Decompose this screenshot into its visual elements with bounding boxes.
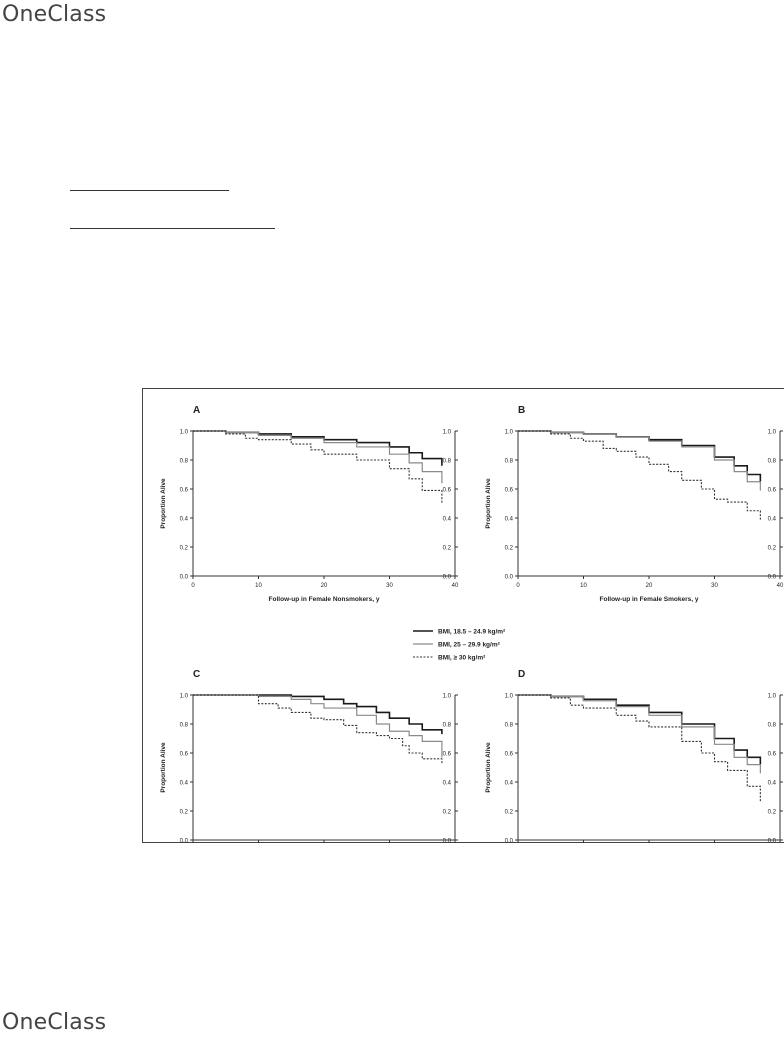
right-y-tick-label: 0.8 [768, 459, 777, 465]
x-tick-label: 30 [386, 583, 393, 589]
series-line-3 [518, 694, 761, 803]
right-y-tick-label: 1.0 [768, 430, 777, 436]
y-tick-label: 0.2 [180, 546, 189, 552]
series-line-2 [518, 694, 761, 774]
y-axis-label: Proportion Alive [485, 742, 492, 793]
oneclass-logo-bottom: OneClass [2, 1010, 107, 1035]
y-tick-label: 1.0 [505, 430, 514, 436]
series-line-3 [193, 694, 443, 764]
series-line-1 [518, 694, 762, 765]
panel-a: A 0.0 0.0 0.2 0.2 0.4 0.4 0.6 0.6 0.8 0.8 1.0 1.0 0 10… [160, 405, 459, 603]
right-y-tick-label: 0.0 [443, 575, 452, 581]
y-tick-label: 0.4 [505, 781, 514, 787]
right-y-tick-label: 1.0 [443, 430, 452, 436]
legend-label: BMI, 18.5 – 24.9 kg/m² [438, 629, 506, 636]
y-tick-label: 0.6 [505, 488, 514, 494]
y-axis-label: Proportion Alive [160, 742, 167, 793]
right-y-tick-label: 0.6 [768, 752, 777, 758]
x-axis-label: Follow-up in Female Nonsmokers, y [269, 596, 380, 603]
x-tick-label: 20 [321, 583, 328, 589]
y-tick-label: 0.6 [180, 752, 189, 758]
right-y-tick-label: 0.8 [768, 723, 777, 729]
right-y-tick-label: 0.4 [768, 781, 777, 787]
right-y-tick-label: 0.4 [443, 781, 452, 787]
legend-label: BMI, 25 – 29.9 kg/m² [438, 642, 501, 649]
panel-b: B 0.0 0.0 0.2 0.2 0.4 0.4 0.6 0.6 0.8 0.8 1.0 1.0 0 10… [485, 405, 784, 603]
series-line-2 [518, 430, 761, 491]
y-tick-label: 1.0 [180, 430, 189, 436]
y-tick-label: 0.0 [180, 575, 189, 581]
panel-letter: D [518, 669, 525, 680]
right-y-tick-label: 0.0 [768, 575, 777, 581]
x-tick-label: 0 [191, 583, 195, 589]
right-y-tick-label: 1.0 [768, 694, 777, 700]
y-tick-label: 0.2 [180, 810, 189, 816]
y-tick-label: 0.8 [505, 459, 514, 465]
x-tick-label: 10 [580, 583, 587, 589]
y-tick-label: 0.2 [505, 810, 514, 816]
y-tick-label: 0.8 [180, 459, 189, 465]
x-tick-label: 10 [255, 583, 262, 589]
legend: BMI, 18.5 – 24.9 kg/m² BMI, 25 – 29.9 kg/… [413, 629, 506, 662]
panel-letter: B [518, 405, 525, 416]
redacted-text-line-1 [70, 190, 229, 191]
y-tick-label: 0.0 [180, 839, 189, 845]
y-tick-label: 0.4 [505, 517, 514, 523]
y-tick-label: 0.6 [505, 752, 514, 758]
y-tick-label: 0.8 [505, 723, 514, 729]
y-tick-label: 1.0 [180, 694, 189, 700]
right-y-tick-label: 0.0 [768, 839, 777, 845]
y-tick-label: 0.0 [505, 575, 514, 581]
right-y-tick-label: 0.6 [443, 752, 452, 758]
right-y-tick-label: 0.4 [443, 517, 452, 523]
right-y-tick-label: 0.8 [443, 459, 452, 465]
y-tick-label: 0.4 [180, 517, 189, 523]
x-tick-label: 40 [777, 583, 784, 589]
right-y-tick-label: 0.2 [443, 810, 452, 816]
y-tick-label: 0.8 [180, 723, 189, 729]
right-y-tick-label: 0.6 [768, 488, 777, 494]
x-tick-label: 30 [711, 583, 718, 589]
redacted-text-line-2 [70, 228, 275, 229]
series-line-3 [193, 430, 443, 504]
series-line-2 [193, 430, 443, 484]
y-tick-label: 0.6 [180, 488, 189, 494]
oneclass-logo-top: OneClass [2, 2, 107, 27]
y-tick-label: 0.4 [180, 781, 189, 787]
x-tick-label: 20 [646, 583, 653, 589]
y-axis-label: Proportion Alive [160, 478, 167, 529]
series-line-3 [518, 430, 761, 521]
panel-d: D0.00.00.20.20.40.40.60.60.80.81.01.0010… [485, 669, 783, 845]
x-tick-label: 0 [516, 583, 520, 589]
right-y-tick-label: 0.2 [768, 546, 777, 552]
panel-letter: A [193, 405, 200, 416]
right-y-tick-label: 0.0 [443, 839, 452, 845]
right-y-tick-label: 0.2 [768, 810, 777, 816]
panel-letter: C [193, 669, 200, 680]
series-line-2 [193, 694, 443, 758]
right-y-tick-label: 0.8 [443, 723, 452, 729]
right-y-tick-label: 0.2 [443, 546, 452, 552]
right-y-tick-label: 0.6 [443, 488, 452, 494]
x-tick-label: 40 [452, 583, 459, 589]
legend-label: BMI, ≥ 30 kg/m² [438, 655, 486, 662]
series-line-1 [193, 694, 443, 735]
y-axis-label: Proportion Alive [485, 478, 492, 529]
survival-curves-svg: A 0.0 0.0 0.2 0.2 0.4 0.4 0.6 0.6 0.8 0.8 1.0 1.0 0 10… [160, 405, 784, 845]
panel-c: C0.00.00.20.20.40.40.60.60.80.81.01.0010… [160, 669, 458, 845]
y-tick-label: 0.2 [505, 546, 514, 552]
series-line-1 [518, 430, 762, 482]
y-tick-label: 1.0 [505, 694, 514, 700]
x-axis-label: Follow-up in Female Smokers, y [600, 596, 699, 603]
survival-figure: A 0.0 0.0 0.2 0.2 0.4 0.4 0.6 0.6 0.8 0.8 1.0 1.0 0 10… [142, 388, 784, 845]
y-tick-label: 0.0 [505, 839, 514, 845]
right-y-tick-label: 0.4 [768, 517, 777, 523]
right-y-tick-label: 1.0 [443, 694, 452, 700]
series-line-1 [193, 430, 443, 466]
